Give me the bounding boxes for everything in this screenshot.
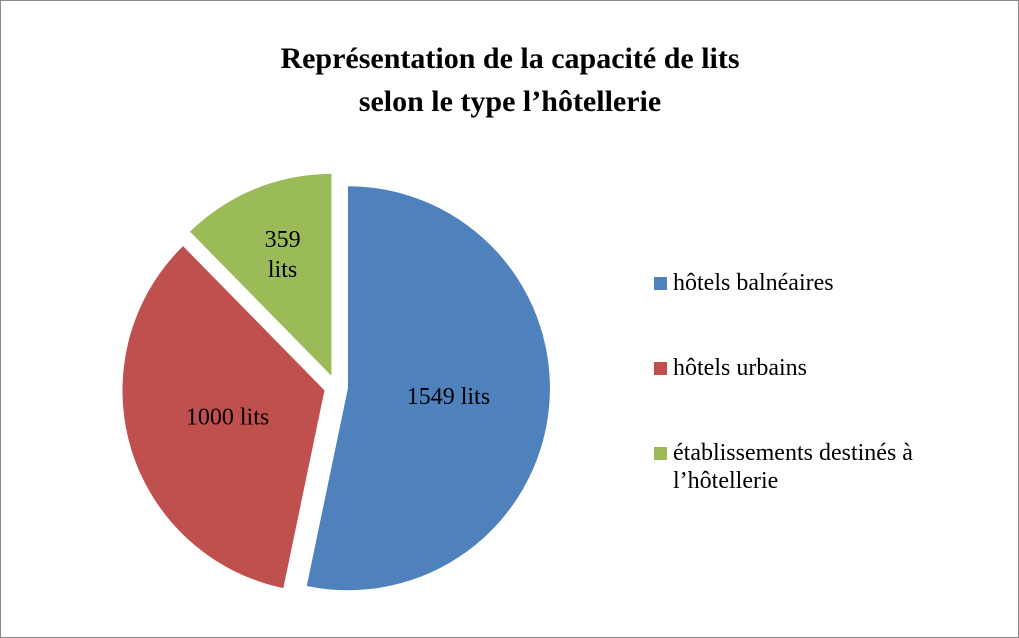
pie-slice: [122, 246, 325, 589]
data-label-line: lits: [268, 257, 297, 283]
data-label: 1549 lits: [407, 384, 490, 410]
legend-label: hôtels urbains: [673, 355, 807, 381]
legend-swatch: [654, 277, 667, 290]
data-label: 1000 lits: [186, 404, 269, 430]
legend-swatch: [654, 362, 667, 375]
pie-slice: [190, 173, 332, 376]
chart-title: Représentation de la capacité de lits: [280, 42, 739, 75]
legend-label: établissements destinés à l’hôtellerie: [673, 440, 913, 494]
data-label: 359 lits: [265, 227, 301, 283]
legend-item: hôtels balnéaires: [654, 269, 954, 297]
chart-title: selon le type l’hôtellerie: [359, 85, 661, 118]
legend-swatch: [654, 447, 667, 460]
legend-item: établissements destinés à l’hôtellerie: [654, 439, 954, 495]
legend: hôtels balnéaires hôtels urbains établisse…: [654, 269, 954, 552]
data-label-line: 359: [265, 227, 301, 253]
legend-label: hôtels balnéaires: [673, 270, 834, 296]
legend-item: hôtels urbains: [654, 354, 954, 382]
pie-slice: [306, 186, 550, 591]
